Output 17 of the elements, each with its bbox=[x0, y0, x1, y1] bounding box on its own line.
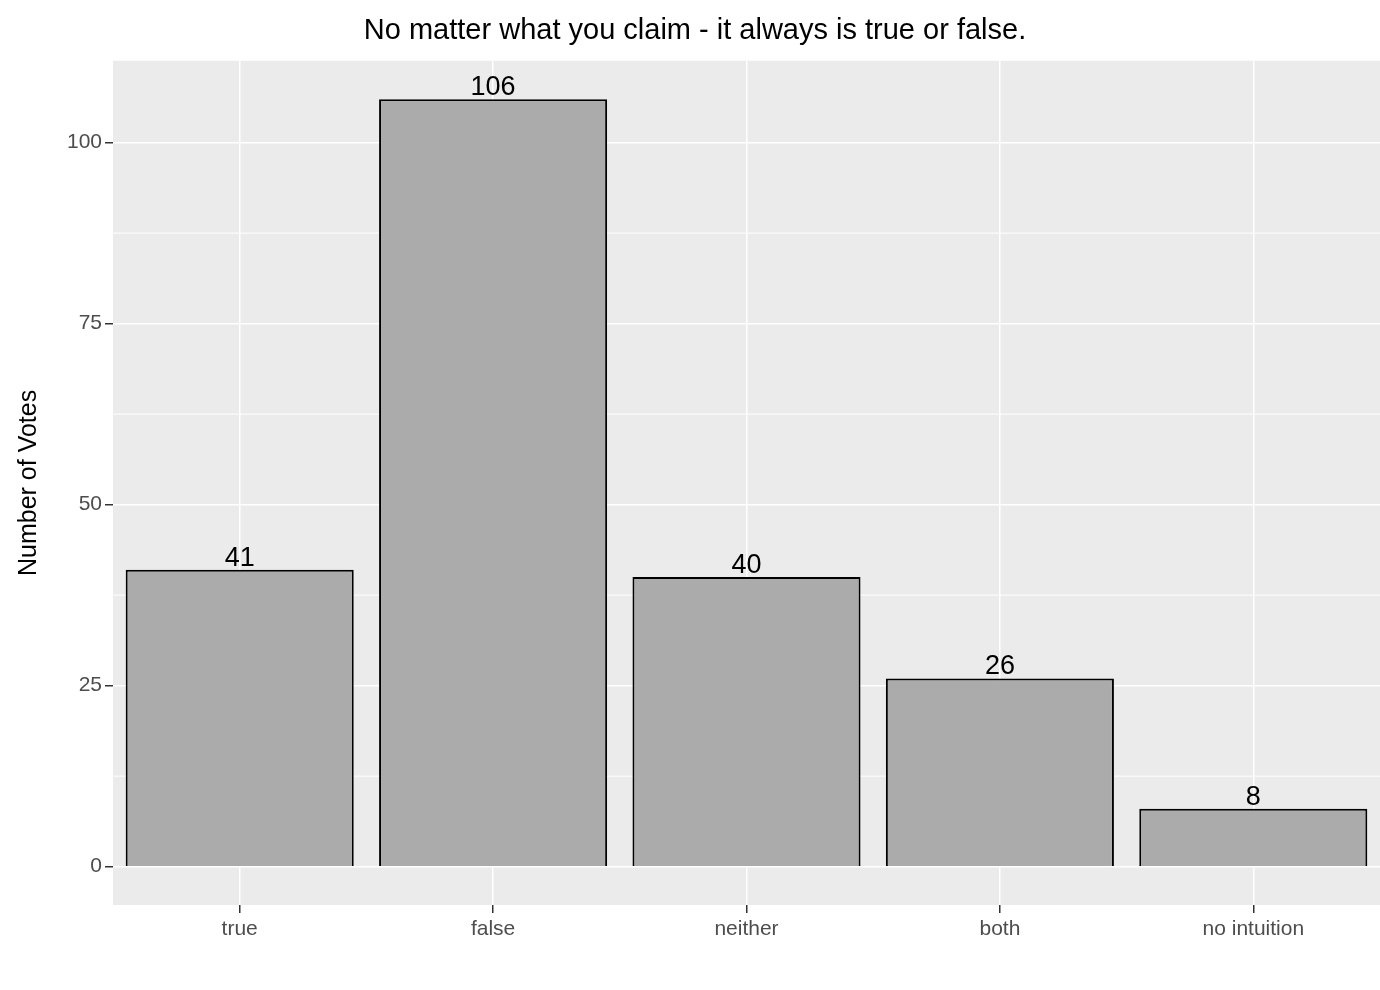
data-label: 26 bbox=[984, 650, 1015, 681]
data-label: 40 bbox=[731, 548, 762, 579]
y-tick-label: 75 bbox=[78, 310, 102, 334]
y-tick-label: 0 bbox=[90, 853, 102, 877]
x-tick-label: neither bbox=[714, 916, 779, 940]
x-tick-label: no intuition bbox=[1202, 916, 1305, 940]
data-label: 41 bbox=[224, 541, 255, 572]
y-tick-label: 50 bbox=[78, 491, 102, 515]
x-tick-label: both bbox=[979, 916, 1021, 940]
x-tick-label: false bbox=[470, 916, 516, 940]
data-label: 106 bbox=[470, 71, 516, 102]
y-axis-title: Number of Votes bbox=[12, 389, 41, 577]
chart-title: No matter what you claim - it always is true or false. bbox=[363, 13, 1027, 46]
x-tick-label: true bbox=[221, 916, 258, 940]
y-tick-label: 100 bbox=[66, 129, 102, 153]
y-tick-label: 25 bbox=[78, 672, 102, 696]
data-label: 8 bbox=[1245, 780, 1261, 811]
